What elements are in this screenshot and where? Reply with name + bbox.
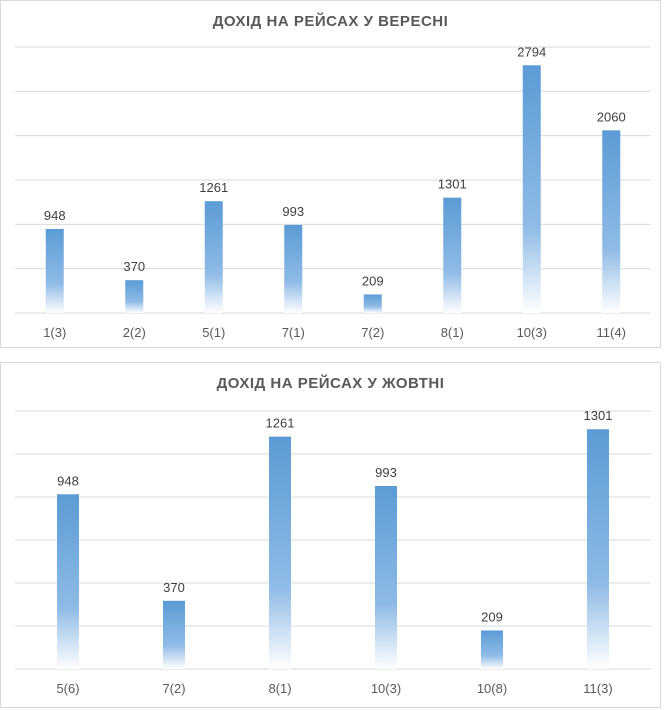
tick-label-october-0: 5(6) bbox=[56, 681, 79, 696]
tick-label-september-4: 7(2) bbox=[361, 325, 384, 340]
data-label-october-1: 370 bbox=[163, 580, 185, 595]
bar-september-7 bbox=[602, 130, 621, 313]
tick-label-september-3: 7(1) bbox=[282, 325, 305, 340]
tick-label-september-2: 5(1) bbox=[202, 325, 225, 340]
bar-september-0 bbox=[45, 228, 64, 313]
bar-september-5 bbox=[443, 197, 462, 313]
data-label-september-0: 948 bbox=[44, 208, 66, 223]
tick-label-october-4: 10(8) bbox=[477, 681, 507, 696]
data-label-october-2: 1261 bbox=[266, 416, 295, 431]
bar-september-3 bbox=[284, 224, 303, 313]
tick-label-october-2: 8(1) bbox=[268, 681, 291, 696]
bar-october-2 bbox=[269, 436, 291, 669]
data-label-september-3: 993 bbox=[282, 204, 304, 219]
data-label-september-1: 370 bbox=[123, 259, 145, 274]
chart-panel-october: ДОХІД НА РЕЙСАХ У ЖОВТНІ 948 5(6) 370 7(2) 1… bbox=[0, 362, 661, 708]
bar-october-5 bbox=[587, 429, 609, 669]
data-label-september-6: 2794 bbox=[517, 44, 546, 59]
chart-october: 948 5(6) 370 7(2) 1261 8(1) 993 10(3) 209 10(8) 13… bbox=[15, 408, 651, 696]
tick-label-september-5: 8(1) bbox=[441, 325, 464, 340]
data-label-september-4: 209 bbox=[362, 273, 384, 288]
bar-october-1 bbox=[163, 600, 185, 669]
tick-label-september-1: 2(2) bbox=[123, 325, 146, 340]
data-label-september-2: 1261 bbox=[199, 180, 228, 195]
data-label-october-5: 1301 bbox=[584, 408, 613, 423]
bar-september-4 bbox=[363, 294, 382, 313]
tick-label-september-7: 11(4) bbox=[597, 325, 626, 340]
chart-title-september: ДОХІД НА РЕЙСАХ У ВЕРЕСНІ bbox=[212, 13, 449, 30]
bar-october-0 bbox=[57, 494, 79, 669]
bar-september-6 bbox=[522, 65, 541, 313]
data-label-october-3: 993 bbox=[375, 465, 397, 480]
data-label-october-4: 209 bbox=[481, 609, 503, 624]
bar-october-4 bbox=[481, 630, 503, 669]
chart-panel-september: ДОХІД НА РЕЙСАХ У ВЕРЕСНІ 948 1(3) 370 2(2)… bbox=[0, 0, 661, 348]
tick-label-october-1: 7(2) bbox=[162, 681, 185, 696]
bar-september-1 bbox=[125, 280, 144, 313]
data-label-september-7: 2060 bbox=[597, 109, 626, 124]
data-label-september-5: 1301 bbox=[438, 177, 467, 192]
tick-label-october-3: 10(3) bbox=[371, 681, 401, 696]
data-label-october-0: 948 bbox=[57, 473, 79, 488]
tick-label-october-5: 11(3) bbox=[583, 681, 612, 696]
chart-september: 948 1(3) 370 2(2) 1261 5(1) 993 7(1) 209 7(2) 1301… bbox=[15, 44, 651, 340]
tick-label-september-0: 1(3) bbox=[43, 325, 66, 340]
bar-september-2 bbox=[204, 201, 223, 313]
bar-october-3 bbox=[375, 486, 397, 669]
chart-title-october: ДОХІД НА РЕЙСАХ У ЖОВТНІ bbox=[216, 375, 445, 392]
tick-label-september-6: 10(3) bbox=[517, 325, 547, 340]
